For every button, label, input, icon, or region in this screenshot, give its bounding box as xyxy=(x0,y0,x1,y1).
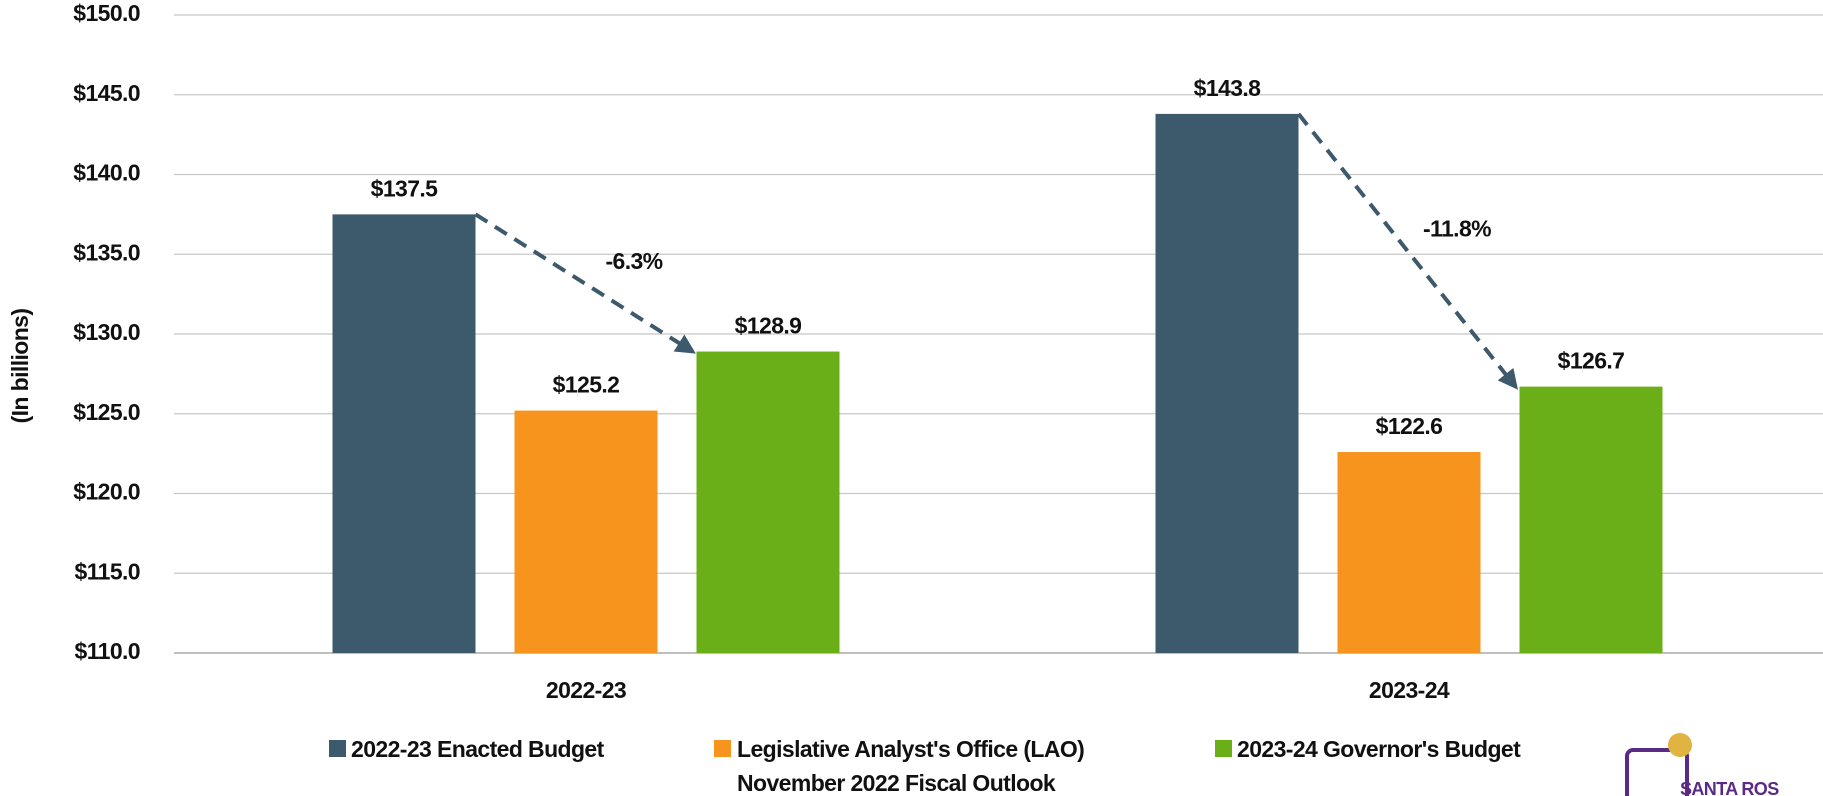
logo-text: SANTA ROS xyxy=(1680,779,1779,796)
legend-label: 2023-24 Governor's Budget xyxy=(1237,736,1521,762)
legend-swatch xyxy=(714,740,731,757)
change-arrow xyxy=(474,212,696,354)
y-tick-label: $115.0 xyxy=(75,558,140,584)
logo: SANTA ROS xyxy=(1625,733,1780,796)
bar xyxy=(696,351,840,653)
bar xyxy=(1337,452,1481,653)
value-label: $143.8 xyxy=(1194,75,1262,101)
bar xyxy=(332,214,476,653)
y-axis-label: (In billions) xyxy=(7,309,33,424)
legend-label: Legislative Analyst's Office (LAO) Novem… xyxy=(737,736,1085,796)
change-label: -6.3% xyxy=(605,248,662,274)
bar xyxy=(1519,386,1663,653)
value-label: $122.6 xyxy=(1376,413,1443,439)
value-label: $125.2 xyxy=(553,372,620,398)
value-label: $126.7 xyxy=(1558,348,1625,374)
y-tick-label: $130.0 xyxy=(73,319,140,345)
legend-swatch xyxy=(1215,740,1232,757)
bar xyxy=(514,410,658,653)
legend-label: 2022-23 Enacted Budget xyxy=(351,736,604,762)
change-arrow xyxy=(1296,112,1518,390)
y-tick-label: $110.0 xyxy=(75,638,140,664)
y-tick-label: $120.0 xyxy=(73,479,140,505)
y-tick-label: $140.0 xyxy=(73,160,140,186)
change-label: -11.8% xyxy=(1423,215,1491,241)
y-tick-label: $135.0 xyxy=(73,239,140,265)
y-tick-label: $145.0 xyxy=(73,80,140,106)
y-tick-label: $150.0 xyxy=(73,0,140,26)
value-label: $137.5 xyxy=(371,175,439,201)
value-label: $128.9 xyxy=(735,313,802,339)
bar xyxy=(1155,113,1299,653)
x-tick-label: 2022-23 xyxy=(546,677,626,703)
x-tick-label: 2023-24 xyxy=(1369,677,1450,703)
legend-swatch xyxy=(329,740,346,757)
y-tick-label: $125.0 xyxy=(73,399,140,425)
